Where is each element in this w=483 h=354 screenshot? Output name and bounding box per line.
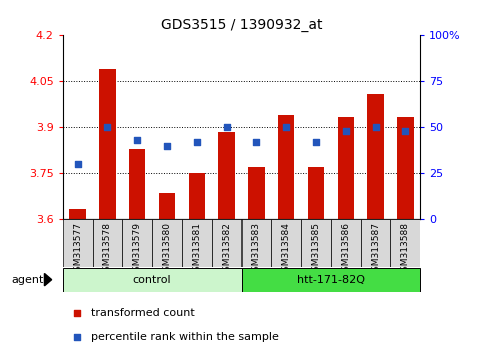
Text: GSM313580: GSM313580 bbox=[163, 222, 171, 277]
Text: GSM313581: GSM313581 bbox=[192, 222, 201, 277]
Bar bbox=[271, 219, 301, 267]
Bar bbox=[182, 219, 212, 267]
Text: GSM313588: GSM313588 bbox=[401, 222, 410, 277]
Bar bbox=[212, 219, 242, 267]
Point bbox=[73, 310, 81, 316]
Bar bbox=[242, 219, 271, 267]
Bar bbox=[63, 219, 93, 267]
Point bbox=[372, 125, 380, 130]
Text: GSM313587: GSM313587 bbox=[371, 222, 380, 277]
Text: GSM313577: GSM313577 bbox=[73, 222, 82, 277]
Text: control: control bbox=[133, 275, 171, 285]
Text: GSM313585: GSM313585 bbox=[312, 222, 320, 277]
Point bbox=[282, 125, 290, 130]
Bar bbox=[63, 268, 242, 292]
Bar bbox=[218, 132, 235, 219]
Point bbox=[342, 128, 350, 134]
Text: transformed count: transformed count bbox=[91, 308, 195, 318]
Point bbox=[104, 125, 112, 130]
Text: GSM313583: GSM313583 bbox=[252, 222, 261, 277]
Point bbox=[74, 161, 82, 167]
Bar bbox=[331, 219, 361, 267]
Point bbox=[193, 139, 201, 145]
Text: GSM313584: GSM313584 bbox=[282, 222, 291, 277]
Text: agent: agent bbox=[11, 275, 43, 285]
Bar bbox=[99, 69, 115, 219]
Point bbox=[163, 143, 171, 149]
Bar bbox=[301, 219, 331, 267]
Bar bbox=[390, 219, 420, 267]
Point bbox=[312, 139, 320, 145]
Bar bbox=[122, 219, 152, 267]
Text: GSM313586: GSM313586 bbox=[341, 222, 350, 277]
Bar bbox=[338, 117, 354, 219]
Point bbox=[73, 334, 81, 340]
Bar bbox=[308, 167, 324, 219]
Bar bbox=[152, 219, 182, 267]
Text: GSM313578: GSM313578 bbox=[103, 222, 112, 277]
Text: GSM313582: GSM313582 bbox=[222, 222, 231, 277]
Text: htt-171-82Q: htt-171-82Q bbox=[297, 275, 365, 285]
Point bbox=[253, 139, 260, 145]
Bar bbox=[248, 167, 265, 219]
Bar bbox=[242, 268, 420, 292]
Bar bbox=[159, 193, 175, 219]
Bar bbox=[397, 117, 413, 219]
Point bbox=[223, 125, 230, 130]
Bar bbox=[70, 209, 86, 219]
Bar bbox=[129, 149, 145, 219]
Bar bbox=[93, 219, 122, 267]
Title: GDS3515 / 1390932_at: GDS3515 / 1390932_at bbox=[161, 18, 322, 32]
Point bbox=[401, 128, 409, 134]
Bar bbox=[278, 115, 294, 219]
Text: GSM313579: GSM313579 bbox=[133, 222, 142, 277]
Polygon shape bbox=[44, 273, 52, 286]
Bar bbox=[361, 219, 390, 267]
Text: percentile rank within the sample: percentile rank within the sample bbox=[91, 332, 279, 342]
Bar bbox=[368, 94, 384, 219]
Bar bbox=[189, 173, 205, 219]
Point bbox=[133, 137, 141, 143]
